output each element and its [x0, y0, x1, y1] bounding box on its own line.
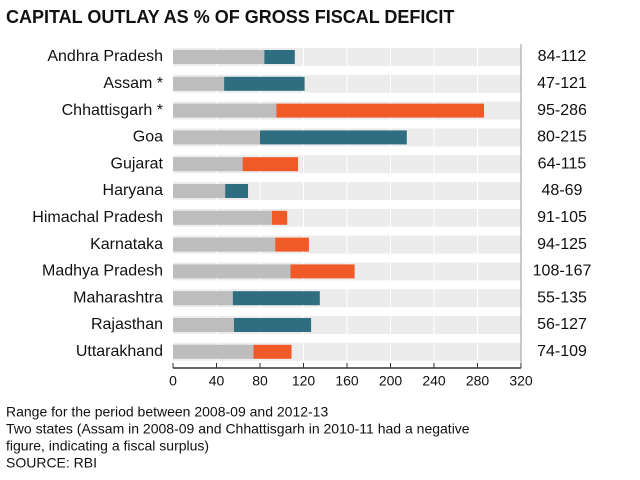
range-label: 108-167: [533, 263, 592, 280]
range-label: 84-112: [538, 48, 587, 65]
category-label: Goa: [133, 129, 163, 146]
range-bar: [253, 344, 292, 359]
base-bar: [173, 184, 226, 198]
note: SOURCE: RBI: [6, 455, 97, 471]
range-label: 64-115: [538, 155, 587, 172]
base-bar: [173, 157, 243, 172]
x-tick-label: 40: [209, 373, 225, 389]
range-label: 95-286: [537, 102, 587, 119]
category-label: Chhattisgarh *: [62, 102, 163, 119]
base-bar: [173, 291, 233, 306]
x-tick-label: 80: [252, 373, 268, 389]
range-label: 47-121: [537, 75, 587, 92]
category-label: Uttarakhand: [76, 343, 163, 360]
base-bar: [173, 237, 276, 252]
range-bar: [260, 130, 407, 145]
range-bar: [290, 264, 355, 279]
range-label: 56-127: [537, 316, 587, 333]
note: Range for the period between 2008-09 and…: [6, 404, 328, 420]
range-label: 55-135: [537, 289, 587, 306]
x-tick-label: 120: [292, 373, 316, 389]
x-tick-label: 320: [509, 373, 533, 389]
range-bar: [225, 184, 249, 198]
range-label: 91-105: [537, 209, 587, 226]
chart-title: CAPITAL OUTLAY AS % OF GROSS FISCAL DEFI…: [6, 7, 454, 27]
range-bar: [276, 103, 485, 118]
category-label: Gujarat: [111, 155, 164, 172]
note: Two states (Assam in 2008-09 and Chhatti…: [6, 421, 470, 437]
range-bar: [242, 157, 299, 172]
x-tick-label: 0: [169, 373, 177, 389]
category-label: Andhra Pradesh: [47, 48, 163, 65]
range-label: 94-125: [537, 236, 587, 253]
range-bar: [232, 291, 320, 306]
range-label: 80-215: [537, 129, 587, 146]
range-label: 74-109: [537, 343, 587, 360]
range-bar: [224, 76, 305, 91]
base-bar: [173, 103, 277, 118]
base-bar: [173, 50, 265, 64]
category-label: Karnataka: [90, 236, 163, 253]
base-bar: [173, 210, 272, 225]
x-tick-label: 280: [466, 373, 490, 389]
range-bar: [233, 318, 312, 332]
category-label: Haryana: [103, 182, 164, 199]
base-bar: [173, 318, 234, 332]
x-tick-label: 160: [335, 373, 359, 389]
note: figure, indicating a fiscal surplus): [6, 438, 209, 454]
category-label: Madhya Pradesh: [42, 263, 163, 280]
base-bar: [173, 76, 225, 91]
category-label: Rajasthan: [91, 316, 163, 333]
base-bar: [173, 264, 291, 279]
range-label: 48-69: [542, 182, 583, 199]
x-tick-label: 200: [379, 373, 403, 389]
x-tick-label: 240: [422, 373, 446, 389]
base-bar: [173, 130, 260, 145]
category-label: Assam *: [103, 75, 163, 92]
range-bar: [271, 210, 288, 225]
range-bar: [275, 237, 309, 252]
base-bar: [173, 344, 254, 359]
range-bar: [264, 50, 295, 64]
category-label: Himachal Pradesh: [32, 209, 163, 226]
category-label: Maharashtra: [73, 289, 163, 306]
